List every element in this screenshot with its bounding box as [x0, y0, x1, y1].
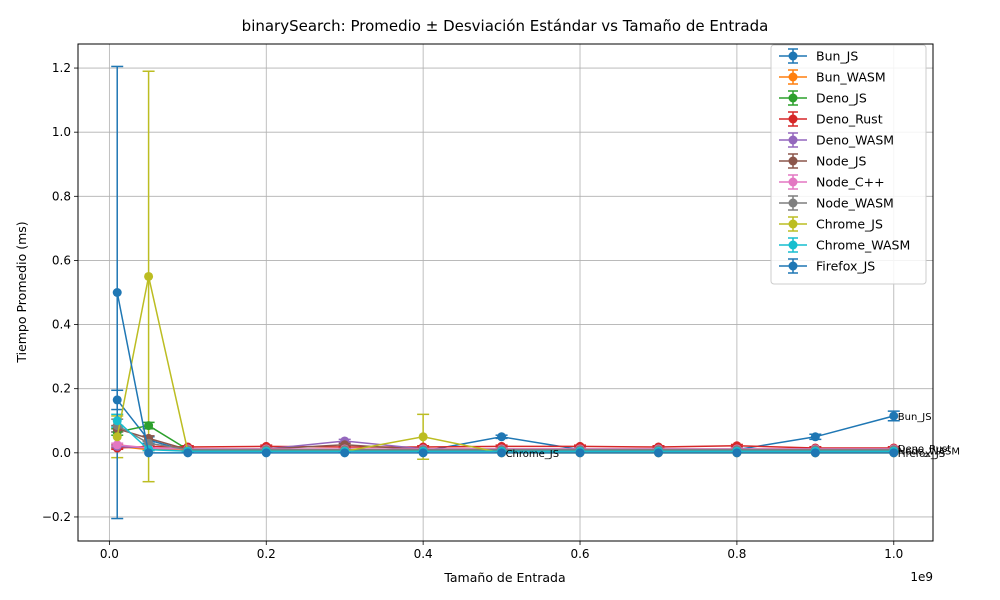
- annotation-label: Firefox_JS: [898, 449, 945, 460]
- legend-swatch-marker: [788, 240, 798, 250]
- data-point-node-c-: [112, 440, 122, 450]
- legend-label: Bun_WASM: [816, 70, 886, 85]
- x-axis-title: Tamaño de Entrada: [443, 570, 565, 585]
- y-tick-label: −0.2: [42, 510, 71, 524]
- data-point-firefox-js: [889, 448, 899, 458]
- legend-swatch-marker: [788, 177, 798, 187]
- legend-label: Node_WASM: [816, 196, 894, 211]
- legend-label: Bun_JS: [816, 49, 858, 64]
- x-tick-label: 1.0: [884, 547, 903, 561]
- x-tick-label: 0.8: [727, 547, 746, 561]
- legend-swatch-marker: [788, 135, 798, 145]
- legend-label: Node_C++: [816, 175, 885, 190]
- legend-swatch-marker: [788, 93, 798, 103]
- legend-label: Deno_Rust: [816, 112, 883, 127]
- data-point-firefox-js: [418, 448, 428, 458]
- data-point-deno-js: [144, 421, 154, 431]
- legend-swatch-marker: [788, 261, 798, 271]
- data-point-firefox-js: [653, 448, 663, 458]
- y-axis-title: Tiempo Promedio (ms): [14, 221, 29, 363]
- legend-swatch-marker: [788, 51, 798, 61]
- legend-swatch-marker: [788, 114, 798, 124]
- legend-label: Chrome_WASM: [816, 238, 910, 253]
- y-tick-label: 0.8: [52, 189, 71, 203]
- legend-label: Firefox_JS: [816, 259, 875, 274]
- data-point-firefox-js: [732, 448, 742, 458]
- legend-swatch-marker: [788, 72, 798, 82]
- series-line-node-wasm: [116, 424, 894, 451]
- annotation-label: Chrome_JS: [506, 449, 560, 460]
- legend-label: Deno_WASM: [816, 133, 894, 148]
- x-offset-label: 1e9: [910, 570, 933, 584]
- data-point-chrome-js: [144, 271, 154, 281]
- legend-swatch-marker: [788, 219, 798, 229]
- data-point-chrome-js: [418, 432, 428, 442]
- legend-label: Node_JS: [816, 154, 867, 169]
- y-tick-label: 0.0: [52, 446, 71, 460]
- data-point-bun-js: [497, 432, 507, 442]
- data-point-firefox-js: [261, 448, 271, 458]
- legend-swatch-marker: [788, 198, 798, 208]
- data-point-firefox-js: [183, 448, 193, 458]
- data-point-chrome-wasm: [112, 416, 122, 426]
- data-point-firefox-js: [340, 448, 350, 458]
- annotation-label: Bun_JS: [898, 412, 932, 423]
- y-tick-label: 1.0: [52, 125, 71, 139]
- y-tick-label: 0.2: [52, 382, 71, 396]
- legend-label: Deno_JS: [816, 91, 867, 106]
- x-tick-label: 0.6: [570, 547, 589, 561]
- data-point-firefox-js: [144, 448, 154, 458]
- data-point-firefox-js: [575, 448, 585, 458]
- series-line-deno-rust: [117, 445, 894, 449]
- annotation-label: Deno_Rust: [898, 444, 951, 455]
- legend-box: [770, 44, 927, 285]
- x-tick-label: 0.0: [100, 547, 119, 561]
- axis-ticks: 0.0 0.2 0.4 0.6 0.8 1.0 −0.2 0.0 0.2 0.4 0.6 0.8 1.0…: [42, 61, 903, 561]
- chart-title: binarySearch: Promedio ± Desviación Está…: [242, 17, 769, 35]
- y-tick-label: 0.6: [52, 253, 71, 267]
- data-point-chrome-js: [112, 432, 122, 442]
- data-point-firefox-js: [112, 288, 122, 297]
- series-line-chrome-wasm: [116, 420, 894, 452]
- data-point-bun-js: [112, 395, 122, 405]
- data-point-firefox-js: [810, 448, 820, 458]
- x-tick-label: 0.4: [414, 547, 433, 561]
- series-lines: [112, 271, 899, 458]
- y-tick-label: 0.4: [52, 318, 71, 332]
- legend-swatch-marker: [788, 156, 798, 166]
- legend-label: Chrome_JS: [816, 217, 883, 232]
- x-tick-label: 0.2: [257, 547, 276, 561]
- data-point-bun-js: [810, 432, 820, 442]
- annotation-label: Node_WASM: [898, 446, 960, 457]
- data-point-bun-js: [889, 411, 899, 421]
- series-line-firefox-js: [116, 292, 894, 454]
- plot-frame: [77, 43, 934, 542]
- annotations: Bun_JS Chrome_JS Deno_RustNode_WASMFirefox…: [506, 412, 960, 460]
- y-tick-label: 1.2: [52, 61, 71, 75]
- data-point-firefox-js: [497, 448, 507, 458]
- legend: Bun_JS Bun_WASM Deno_JS Deno_Rust Deno_WASM N…: [770, 44, 927, 285]
